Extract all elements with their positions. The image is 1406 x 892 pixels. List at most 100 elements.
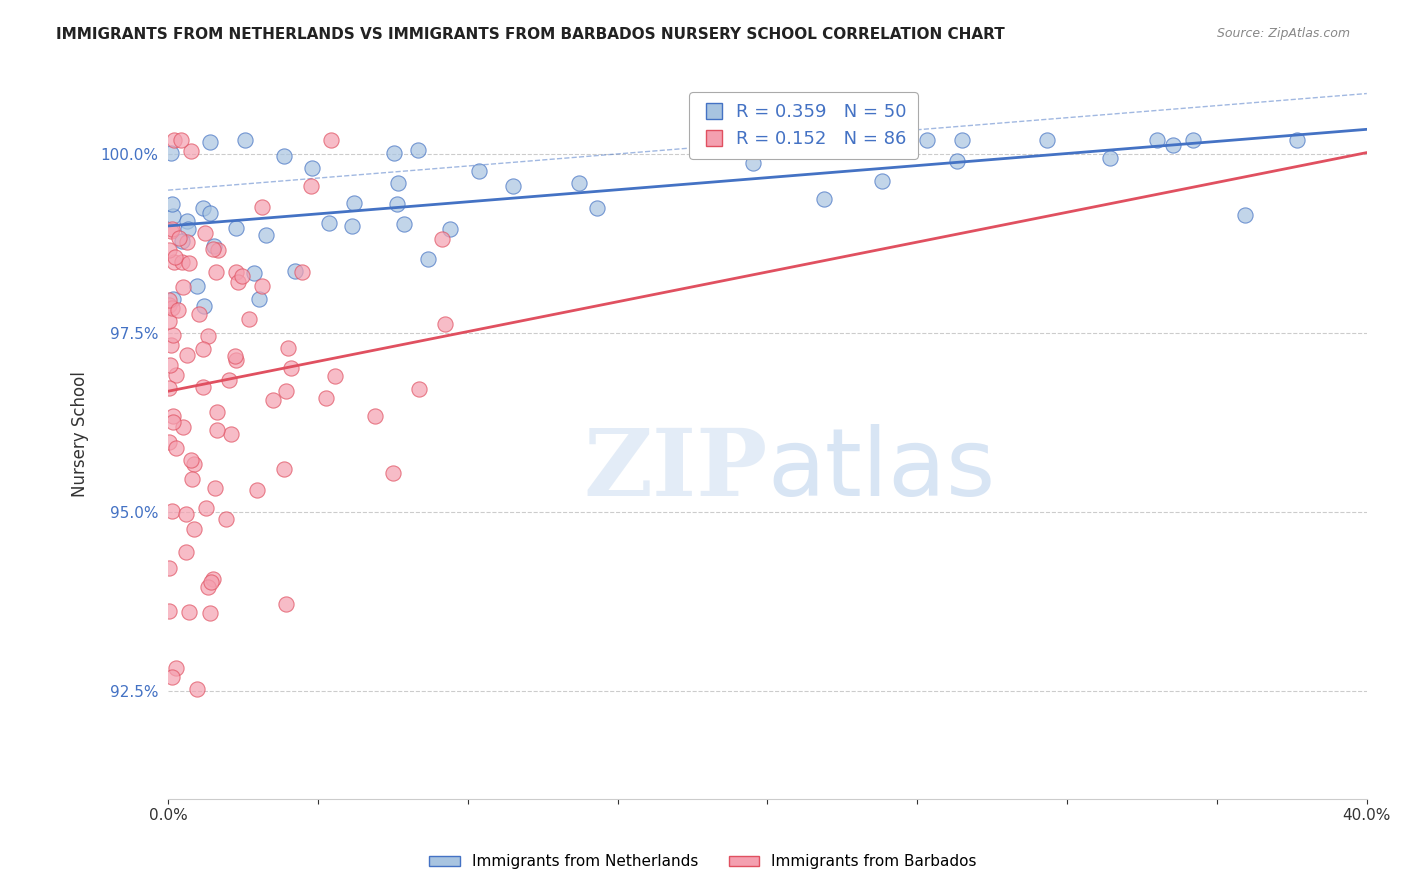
Immigrants from Netherlands [162, 292, 184, 306]
Immigrants from Barbados [250, 279, 273, 293]
Immigrants from Barbados [160, 224, 183, 238]
Immigrants from Barbados [274, 384, 297, 398]
Legend: Immigrants from Netherlands, Immigrants from Barbados: Immigrants from Netherlands, Immigrants … [423, 848, 983, 875]
Immigrants from Barbados [432, 232, 454, 246]
Immigrants from Barbados [291, 265, 314, 279]
Immigrants from Barbados [225, 352, 247, 367]
Immigrants from Barbados [197, 328, 219, 343]
Immigrants from Netherlands [193, 299, 215, 313]
Immigrants from Netherlands [1285, 133, 1308, 147]
Immigrants from Barbados [202, 243, 225, 257]
Immigrants from Barbados [193, 343, 215, 357]
Immigrants from Barbados [408, 383, 430, 397]
Immigrants from Netherlands [340, 219, 363, 233]
Immigrants from Barbados [195, 500, 218, 515]
Immigrants from Netherlands [741, 156, 763, 170]
Immigrants from Barbados [200, 606, 222, 620]
Immigrants from Barbados [179, 256, 201, 270]
Immigrants from Barbados [321, 133, 343, 147]
Immigrants from Barbados [204, 481, 226, 495]
Immigrants from Barbados [186, 681, 208, 696]
Immigrants from Netherlands [502, 178, 524, 193]
Immigrants from Barbados [363, 409, 385, 423]
Immigrants from Netherlands [233, 133, 256, 147]
Immigrants from Barbados [163, 250, 186, 264]
Immigrants from Netherlands [1161, 138, 1184, 153]
Immigrants from Barbados [167, 231, 190, 245]
Immigrants from Netherlands [191, 201, 214, 215]
Immigrants from Barbados [325, 369, 347, 384]
Immigrants from Barbados [238, 312, 260, 326]
Immigrants from Barbados [157, 560, 180, 574]
Immigrants from Barbados [224, 349, 246, 363]
Immigrants from Netherlands [585, 201, 607, 215]
Immigrants from Barbados [162, 415, 184, 429]
Immigrants from Netherlands [162, 209, 184, 223]
Immigrants from Netherlands [915, 133, 938, 147]
Immigrants from Barbados [170, 255, 193, 269]
Immigrants from Netherlands [301, 161, 323, 175]
Immigrants from Barbados [176, 545, 198, 559]
Immigrants from Barbados [274, 597, 297, 611]
Immigrants from Barbados [165, 441, 187, 455]
Immigrants from Barbados [162, 409, 184, 424]
Immigrants from Netherlands [406, 143, 429, 157]
Immigrants from Barbados [174, 507, 197, 521]
Immigrants from Barbados [159, 298, 181, 312]
Immigrants from Barbados [277, 341, 299, 355]
Immigrants from Barbados [194, 226, 217, 240]
Immigrants from Netherlands [467, 163, 489, 178]
Immigrants from Barbados [218, 373, 240, 387]
Immigrants from Barbados [179, 145, 201, 159]
Immigrants from Barbados [225, 265, 247, 279]
Immigrants from Netherlands [186, 279, 208, 293]
Immigrants from Barbados [166, 303, 188, 318]
Immigrants from Netherlands [392, 217, 415, 231]
Immigrants from Barbados [163, 133, 186, 147]
Immigrants from Barbados [160, 670, 183, 684]
Immigrants from Barbados [231, 268, 253, 283]
Immigrants from Barbados [201, 572, 224, 586]
Immigrants from Barbados [172, 280, 194, 294]
Immigrants from Barbados [157, 314, 180, 328]
Immigrants from Netherlands [418, 252, 440, 266]
Immigrants from Netherlands [568, 177, 591, 191]
Immigrants from Barbados [165, 660, 187, 674]
Immigrants from Netherlands [813, 192, 835, 206]
Immigrants from Barbados [315, 391, 337, 405]
Immigrants from Netherlands [382, 146, 405, 161]
Immigrants from Netherlands [1099, 151, 1122, 165]
Immigrants from Barbados [157, 293, 180, 307]
Immigrants from Netherlands [172, 234, 194, 248]
Immigrants from Barbados [301, 178, 323, 193]
Immigrants from Netherlands [318, 216, 340, 230]
Immigrants from Netherlands [176, 214, 198, 228]
Immigrants from Netherlands [160, 197, 183, 211]
Immigrants from Barbados [187, 307, 209, 321]
Immigrants from Barbados [183, 457, 205, 471]
Immigrants from Barbados [163, 255, 186, 269]
Immigrants from Barbados [226, 275, 249, 289]
Legend: R = 0.359   N = 50, R = 0.152   N = 86: R = 0.359 N = 50, R = 0.152 N = 86 [689, 92, 918, 159]
Text: ZIP: ZIP [583, 425, 768, 516]
Immigrants from Netherlands [387, 177, 409, 191]
Immigrants from Barbados [280, 361, 302, 376]
Immigrants from Barbados [433, 317, 456, 331]
Immigrants from Barbados [180, 453, 202, 467]
Immigrants from Netherlands [198, 206, 221, 220]
Text: atlas: atlas [768, 425, 995, 516]
Immigrants from Barbados [246, 483, 269, 498]
Immigrants from Netherlands [1234, 208, 1257, 222]
Immigrants from Netherlands [385, 196, 408, 211]
Immigrants from Netherlands [273, 149, 295, 163]
Immigrants from Netherlands [204, 239, 226, 253]
Immigrants from Barbados [250, 201, 273, 215]
Immigrants from Netherlands [870, 174, 893, 188]
Immigrants from Barbados [200, 575, 222, 590]
Text: Source: ZipAtlas.com: Source: ZipAtlas.com [1216, 27, 1350, 40]
Immigrants from Barbados [162, 328, 184, 343]
Immigrants from Netherlands [247, 292, 270, 306]
Immigrants from Barbados [176, 235, 198, 249]
Immigrants from Barbados [160, 338, 183, 352]
Immigrants from Barbados [183, 522, 205, 536]
